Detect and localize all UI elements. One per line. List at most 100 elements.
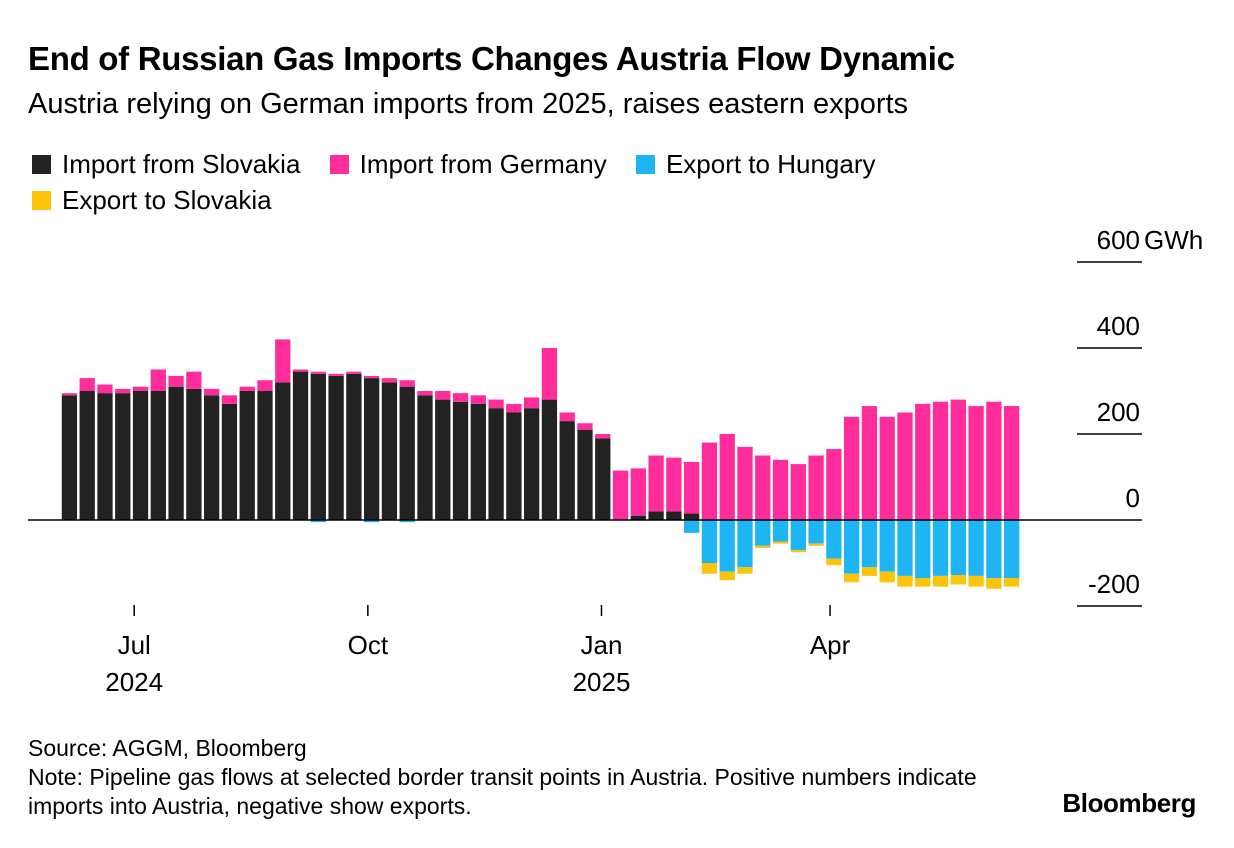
legend-item-import-slovakia: Import from Slovakia <box>32 146 300 182</box>
bar-import-germany-29 <box>577 423 593 430</box>
bar-import-slovakia-0 <box>61 395 78 520</box>
bar-export-slovakia-48 <box>915 578 931 587</box>
bar-export-hungary-51 <box>968 520 984 576</box>
bar-export-hungary-19 <box>399 520 415 523</box>
bar-import-germany-12 <box>275 339 291 383</box>
bar-import-slovakia-1 <box>79 391 95 520</box>
bar-export-hungary-38 <box>737 520 753 568</box>
bar-import-slovakia-26 <box>524 408 540 520</box>
bar-export-slovakia-42 <box>808 543 824 546</box>
bar-export-hungary-49 <box>932 520 949 576</box>
bar-import-slovakia-6 <box>168 386 184 520</box>
axis-layer: -200 0 200 400 600 GWh Jul 2024 Oct Jan 2025 Apr <box>28 225 1203 697</box>
bar-export-slovakia-52 <box>986 578 1002 589</box>
bar-export-hungary-17 <box>364 520 380 523</box>
bar-import-slovakia-4 <box>132 391 149 520</box>
bar-import-slovakia-32 <box>630 515 646 520</box>
bar-import-germany-14 <box>310 371 326 374</box>
legend-label-import-slovakia: Import from Slovakia <box>62 148 301 179</box>
bar-export-slovakia-49 <box>932 575 949 587</box>
bar-import-germany-16 <box>346 371 362 374</box>
bar-export-slovakia-37 <box>719 571 735 581</box>
bar-import-germany-22 <box>452 393 469 402</box>
bar-export-hungary-46 <box>879 520 895 572</box>
bar-export-hungary-35 <box>684 520 700 533</box>
bar-import-germany-51 <box>968 406 984 520</box>
bar-export-hungary-41 <box>790 520 806 551</box>
bar-export-slovakia-41 <box>790 550 806 553</box>
y-tick-label: 200 <box>1097 397 1140 427</box>
bar-import-germany-25 <box>506 403 522 413</box>
bar-import-slovakia-24 <box>488 408 504 520</box>
bar-import-germany-44 <box>844 416 860 520</box>
bar-import-slovakia-17 <box>364 378 380 520</box>
bar-import-germany-19 <box>399 380 415 387</box>
x-tick-year-label: 2025 <box>573 667 631 697</box>
y-tick-label: 600 <box>1097 225 1140 255</box>
bar-import-germany-35 <box>684 461 700 514</box>
bar-import-germany-5 <box>150 369 166 391</box>
y-axis-unit: GWh <box>1144 225 1203 255</box>
bar-import-slovakia-28 <box>559 421 575 520</box>
bar-export-slovakia-38 <box>737 567 753 574</box>
bar-import-slovakia-8 <box>204 395 220 520</box>
chart-subtitle: Austria relying on German imports from 2… <box>28 88 909 120</box>
bar-import-germany-42 <box>808 455 824 520</box>
bar-import-germany-33 <box>648 455 664 512</box>
note-text: Note: Pipeline gas flows at selected bor… <box>28 764 977 819</box>
x-tick-label: Jul <box>118 630 151 660</box>
bar-export-slovakia-46 <box>879 571 895 583</box>
bar-import-germany-27 <box>541 348 558 400</box>
bar-import-slovakia-14 <box>310 373 326 520</box>
bar-import-germany-0 <box>61 393 78 396</box>
bar-import-slovakia-18 <box>381 382 398 520</box>
bar-import-slovakia-3 <box>115 393 131 520</box>
bar-import-slovakia-30 <box>595 438 611 520</box>
bar-export-hungary-48 <box>915 520 931 579</box>
bar-import-slovakia-27 <box>541 399 558 520</box>
bar-import-slovakia-25 <box>506 412 522 520</box>
bloomberg-logo: Bloomberg <box>1062 788 1196 818</box>
bar-export-hungary-44 <box>844 520 860 574</box>
bar-import-germany-46 <box>879 416 895 520</box>
bar-import-germany-38 <box>737 446 753 520</box>
bar-export-slovakia-36 <box>701 563 718 574</box>
y-tick-label: -200 <box>1088 569 1140 599</box>
bar-import-slovakia-15 <box>328 375 344 520</box>
bar-export-hungary-45 <box>861 520 878 568</box>
bar-import-slovakia-19 <box>399 386 415 520</box>
bar-export-slovakia-47 <box>897 575 913 587</box>
bar-import-germany-24 <box>488 399 504 409</box>
bar-import-germany-18 <box>381 378 398 383</box>
bar-export-hungary-14 <box>310 520 326 523</box>
bar-import-slovakia-11 <box>257 391 273 520</box>
x-tick-label: Oct <box>348 630 389 660</box>
bar-export-hungary-37 <box>719 520 735 572</box>
bar-import-germany-3 <box>115 388 131 394</box>
bar-import-germany-4 <box>132 386 149 391</box>
bar-layer <box>61 339 1020 589</box>
bar-import-germany-28 <box>559 412 575 422</box>
bar-export-hungary-40 <box>772 520 789 542</box>
bar-export-hungary-47 <box>897 520 913 576</box>
bar-export-slovakia-45 <box>861 567 878 576</box>
bar-export-hungary-42 <box>808 520 824 544</box>
y-tick-label: 0 <box>1126 483 1140 513</box>
bar-import-germany-8 <box>204 388 220 396</box>
x-tick-label: Jan <box>581 630 623 660</box>
bar-export-hungary-36 <box>701 520 718 563</box>
chart-title: End of Russian Gas Imports Changes Austr… <box>28 40 955 77</box>
bar-import-germany-39 <box>755 455 771 520</box>
bar-import-slovakia-16 <box>346 373 362 520</box>
bar-export-slovakia-40 <box>772 541 789 544</box>
bar-import-germany-31 <box>612 470 629 520</box>
bar-import-slovakia-33 <box>648 511 664 520</box>
bar-import-slovakia-13 <box>292 371 309 520</box>
legend-label-export-slovakia: Export to Slovakia <box>62 184 272 215</box>
x-tick-year-label: 2024 <box>105 667 163 697</box>
bar-export-hungary-52 <box>986 520 1002 579</box>
bar-import-slovakia-20 <box>417 395 433 520</box>
bar-import-germany-32 <box>630 468 646 516</box>
legend-swatch-import-germany <box>329 154 349 174</box>
bar-import-slovakia-29 <box>577 429 593 520</box>
